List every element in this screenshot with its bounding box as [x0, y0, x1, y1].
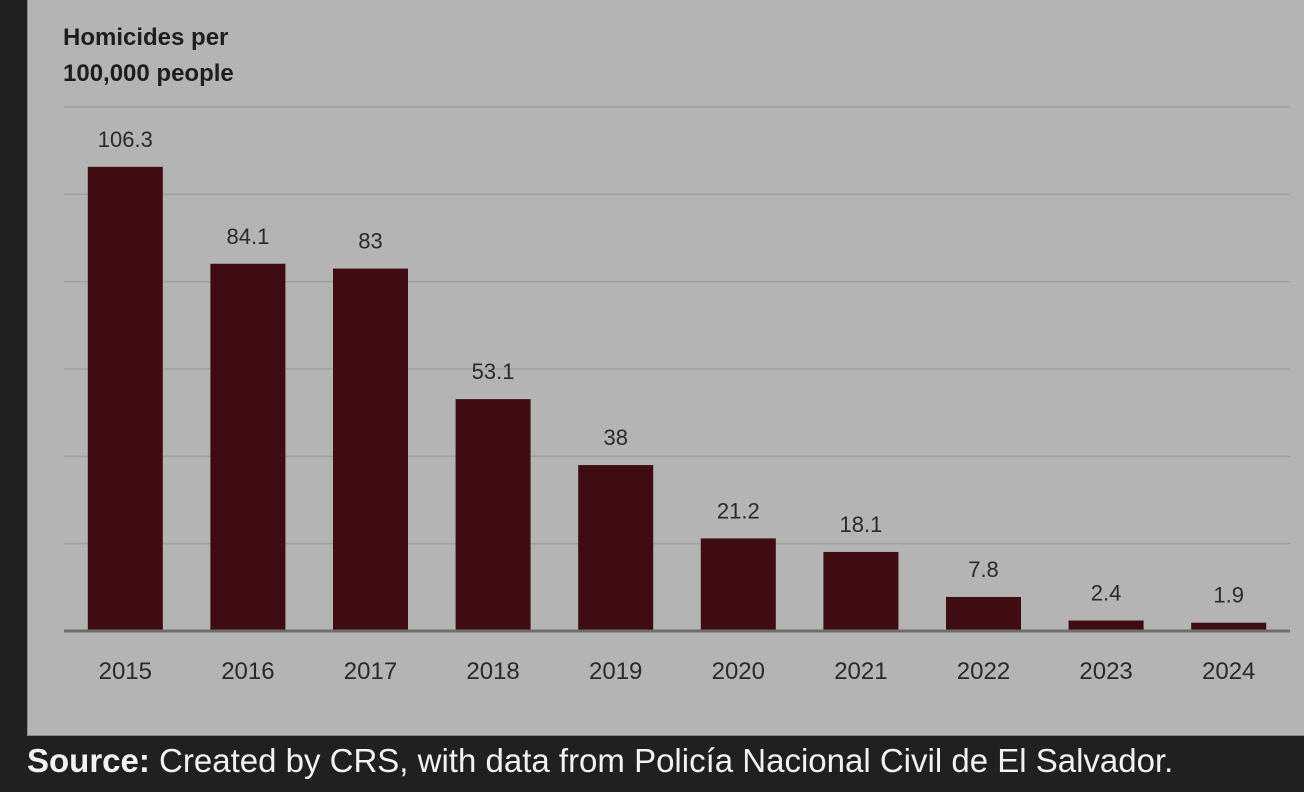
- bar-2024: [1191, 622, 1267, 631]
- x-tick-label-2019: 2019: [589, 658, 642, 685]
- data-label-2022: 7.8: [968, 557, 999, 582]
- x-tick-label-2018: 2018: [466, 658, 519, 685]
- bar-2018: [455, 399, 531, 631]
- data-label-2020: 21.2: [717, 498, 760, 523]
- bar-2022: [946, 596, 1021, 631]
- bar-2021: [823, 551, 899, 631]
- bar-2015: [87, 166, 163, 631]
- source-note: Source: Created by CRS, with data from P…: [27, 742, 1173, 780]
- bar-2020: [700, 538, 776, 631]
- source-label: Source:: [27, 742, 150, 779]
- data-label-2017: 83: [358, 229, 382, 254]
- x-tick-label-2022: 2022: [957, 658, 1010, 685]
- x-tick-label-2015: 2015: [99, 658, 152, 685]
- bar-chart: Homicides per 100,000 people 106.3 2015 84…: [63, 24, 1290, 685]
- bar-2016: [210, 263, 286, 631]
- bar-2019: [578, 465, 654, 631]
- data-label-2016: 84.1: [226, 224, 269, 249]
- chart-panel: Homicides per 100,000 people 106.3 2015 84…: [27, 0, 1304, 736]
- data-label-2015: 106.3: [98, 127, 153, 152]
- bar-2017: [333, 268, 408, 631]
- x-tick-label-2020: 2020: [712, 658, 765, 685]
- x-tick-label-2024: 2024: [1202, 658, 1255, 685]
- bars: 106.3 2015 84.1 2016 83 2017 53.1 2018 38 2019 21.…: [87, 127, 1267, 685]
- y-axis-label-line-2: 100,000 people: [63, 60, 234, 87]
- x-tick-label-2021: 2021: [834, 658, 887, 685]
- x-tick-label-2016: 2016: [221, 658, 274, 685]
- data-label-2023: 2.4: [1091, 581, 1122, 606]
- y-axis-label-line-1: Homicides per: [63, 24, 228, 51]
- data-label-2018: 53.1: [472, 359, 515, 384]
- source-text: Created by CRS, with data from Policía N…: [149, 742, 1174, 779]
- x-tick-label-2017: 2017: [344, 658, 397, 685]
- bar-2023: [1068, 620, 1144, 631]
- data-label-2019: 38: [603, 425, 627, 450]
- data-label-2021: 18.1: [839, 512, 882, 537]
- data-label-2024: 1.9: [1213, 583, 1244, 608]
- x-tick-label-2023: 2023: [1079, 658, 1132, 685]
